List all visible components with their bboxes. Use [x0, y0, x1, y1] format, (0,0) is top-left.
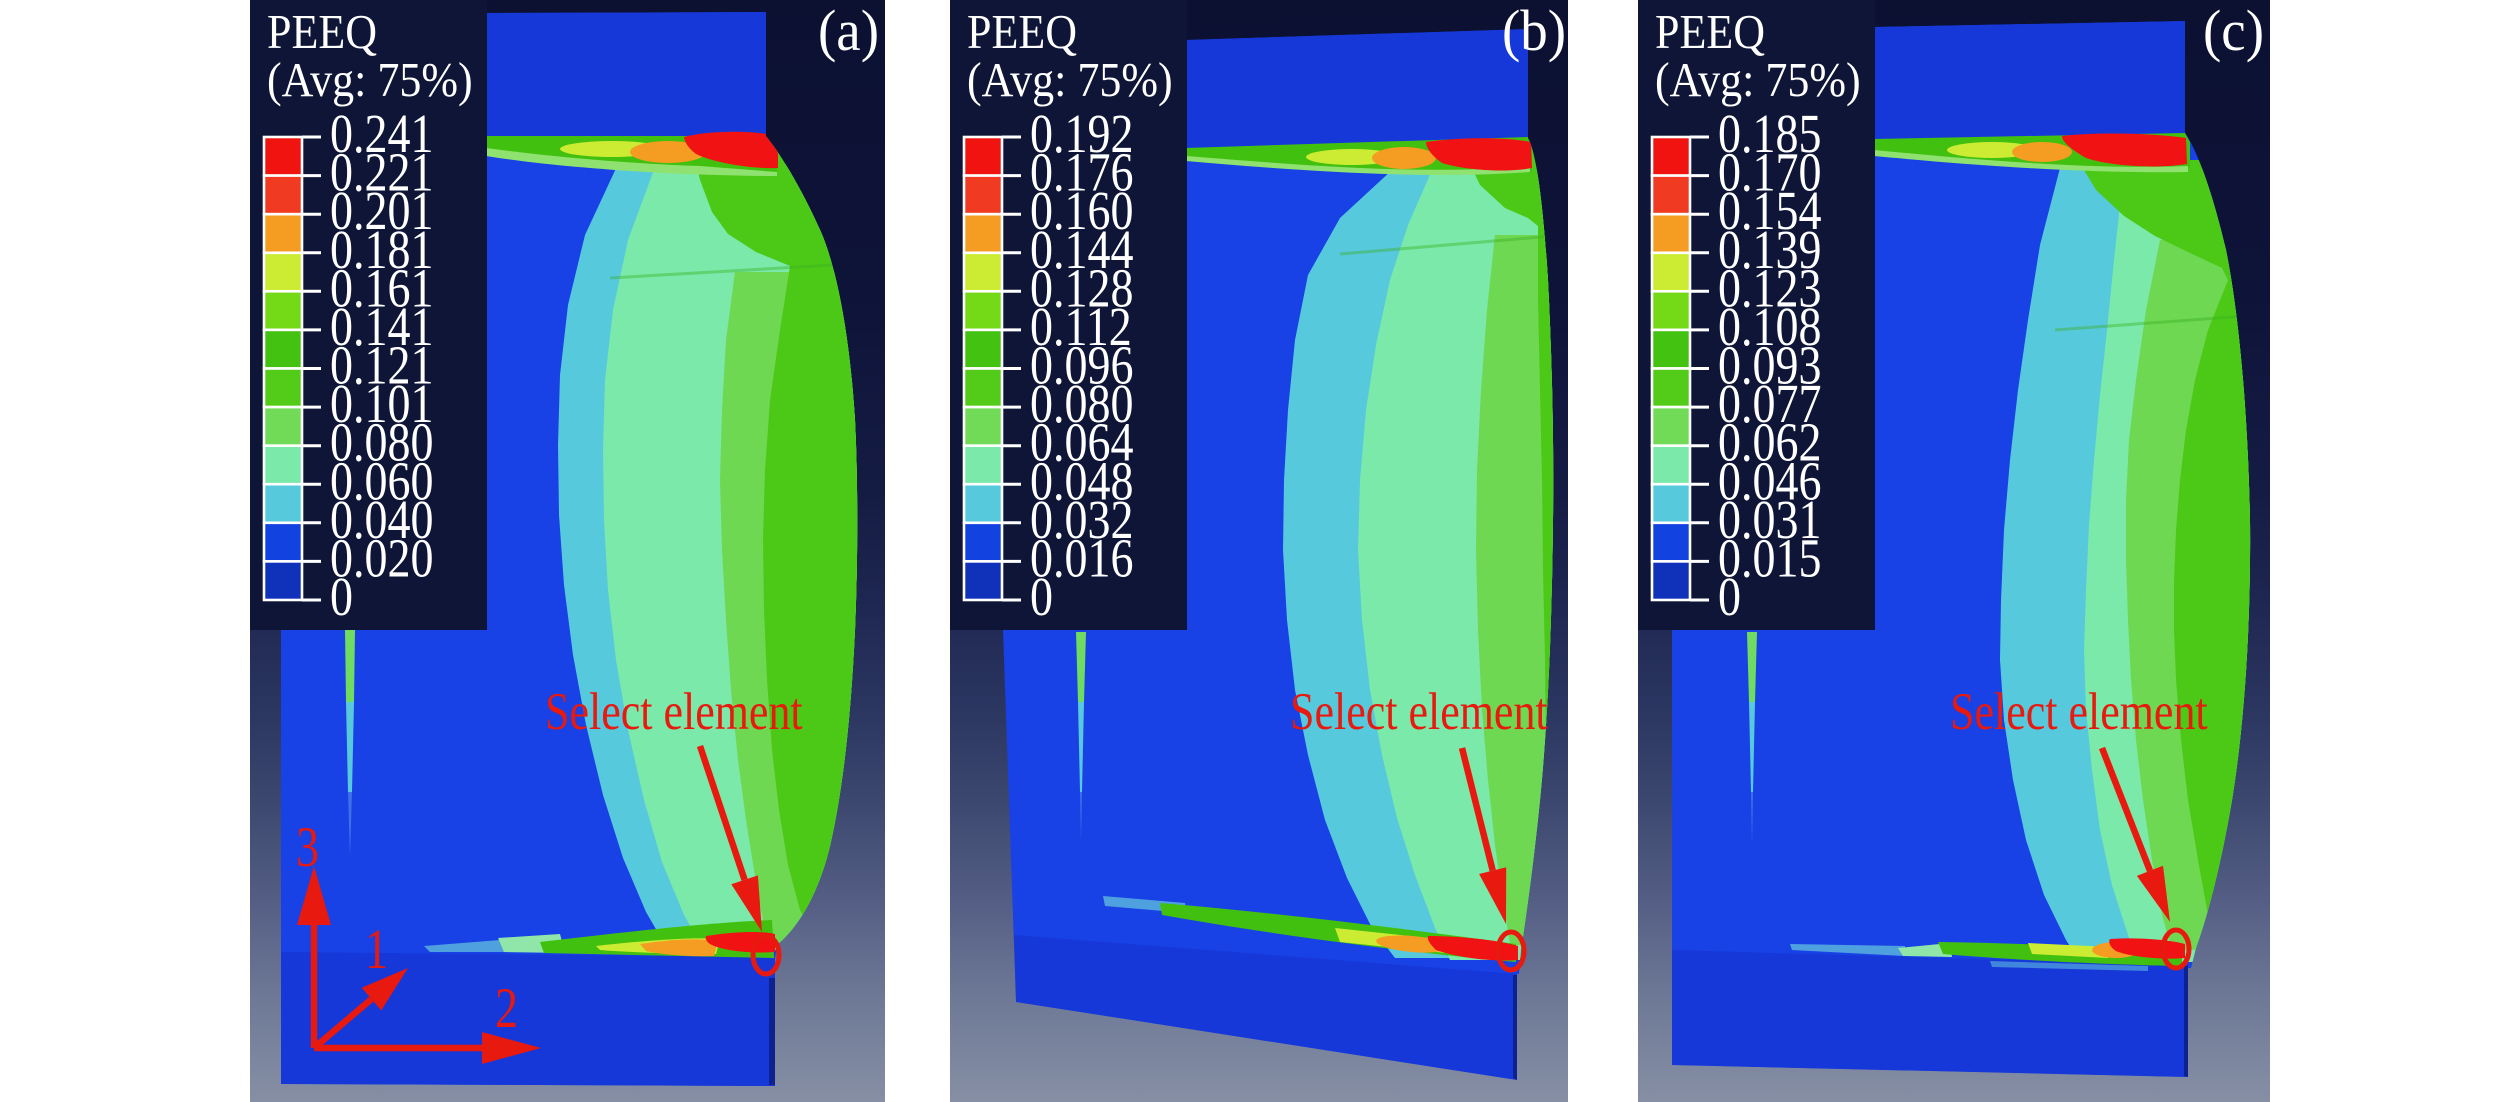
- svg-text:(Avg: 75%): (Avg: 75%): [967, 54, 1173, 107]
- svg-text:0.170: 0.170: [1718, 142, 1821, 203]
- svg-text:Select element: Select element: [545, 682, 803, 741]
- svg-text:0.128: 0.128: [1030, 257, 1133, 318]
- svg-text:0: 0: [1030, 566, 1053, 627]
- svg-text:Select element: Select element: [1290, 682, 1548, 741]
- svg-text:0.080: 0.080: [1030, 373, 1133, 434]
- svg-text:0.108: 0.108: [1718, 296, 1821, 357]
- svg-text:2: 2: [495, 977, 518, 1040]
- svg-text:0.077: 0.077: [1718, 373, 1821, 434]
- svg-text:0.241: 0.241: [330, 103, 433, 164]
- svg-text:(a): (a): [818, 0, 879, 63]
- svg-text:0.176: 0.176: [1030, 142, 1133, 203]
- svg-text:0.080: 0.080: [330, 412, 433, 473]
- svg-text:0.201: 0.201: [330, 180, 433, 241]
- svg-text:0.064: 0.064: [1030, 412, 1133, 473]
- svg-text:0: 0: [330, 566, 353, 627]
- svg-text:0.015: 0.015: [1718, 528, 1821, 589]
- svg-text:0.020: 0.020: [330, 528, 433, 589]
- svg-text:(b): (b): [1502, 0, 1566, 63]
- svg-text:0.016: 0.016: [1030, 528, 1133, 589]
- svg-text:0.160: 0.160: [1030, 180, 1133, 241]
- svg-text:0.181: 0.181: [330, 219, 433, 280]
- svg-text:(c): (c): [2203, 0, 2264, 63]
- svg-text:0.046: 0.046: [1718, 450, 1821, 511]
- svg-text:PEEQ: PEEQ: [967, 6, 1077, 59]
- svg-text:0.031: 0.031: [1718, 489, 1821, 550]
- svg-text:0.161: 0.161: [330, 257, 433, 318]
- svg-text:0: 0: [1718, 566, 1741, 627]
- svg-text:PEEQ: PEEQ: [267, 6, 377, 59]
- svg-text:0.154: 0.154: [1718, 180, 1821, 241]
- svg-text:0.139: 0.139: [1718, 219, 1821, 280]
- svg-text:Select element: Select element: [1950, 682, 2208, 741]
- svg-text:0.112: 0.112: [1030, 296, 1132, 357]
- svg-text:0.192: 0.192: [1030, 103, 1133, 164]
- svg-text:0.040: 0.040: [330, 489, 433, 550]
- svg-text:PEEQ: PEEQ: [1655, 6, 1765, 59]
- svg-text:(Avg: 75%): (Avg: 75%): [267, 54, 473, 107]
- svg-text:0.096: 0.096: [1030, 335, 1133, 396]
- svg-text:0.121: 0.121: [330, 335, 433, 396]
- svg-text:0.123: 0.123: [1718, 257, 1821, 318]
- svg-text:0.032: 0.032: [1030, 489, 1133, 550]
- svg-text:0.101: 0.101: [330, 373, 433, 434]
- svg-text:0.141: 0.141: [330, 296, 433, 357]
- svg-text:0.060: 0.060: [330, 450, 433, 511]
- svg-text:(Avg: 75%): (Avg: 75%): [1655, 54, 1861, 107]
- svg-text:0.062: 0.062: [1718, 412, 1821, 473]
- svg-text:0.048: 0.048: [1030, 450, 1133, 511]
- svg-text:1: 1: [365, 918, 388, 981]
- svg-text:0.185: 0.185: [1718, 103, 1821, 164]
- svg-text:0.093: 0.093: [1718, 335, 1821, 396]
- svg-text:3: 3: [296, 816, 319, 879]
- svg-text:0.144: 0.144: [1030, 219, 1133, 280]
- svg-text:0.221: 0.221: [330, 142, 433, 203]
